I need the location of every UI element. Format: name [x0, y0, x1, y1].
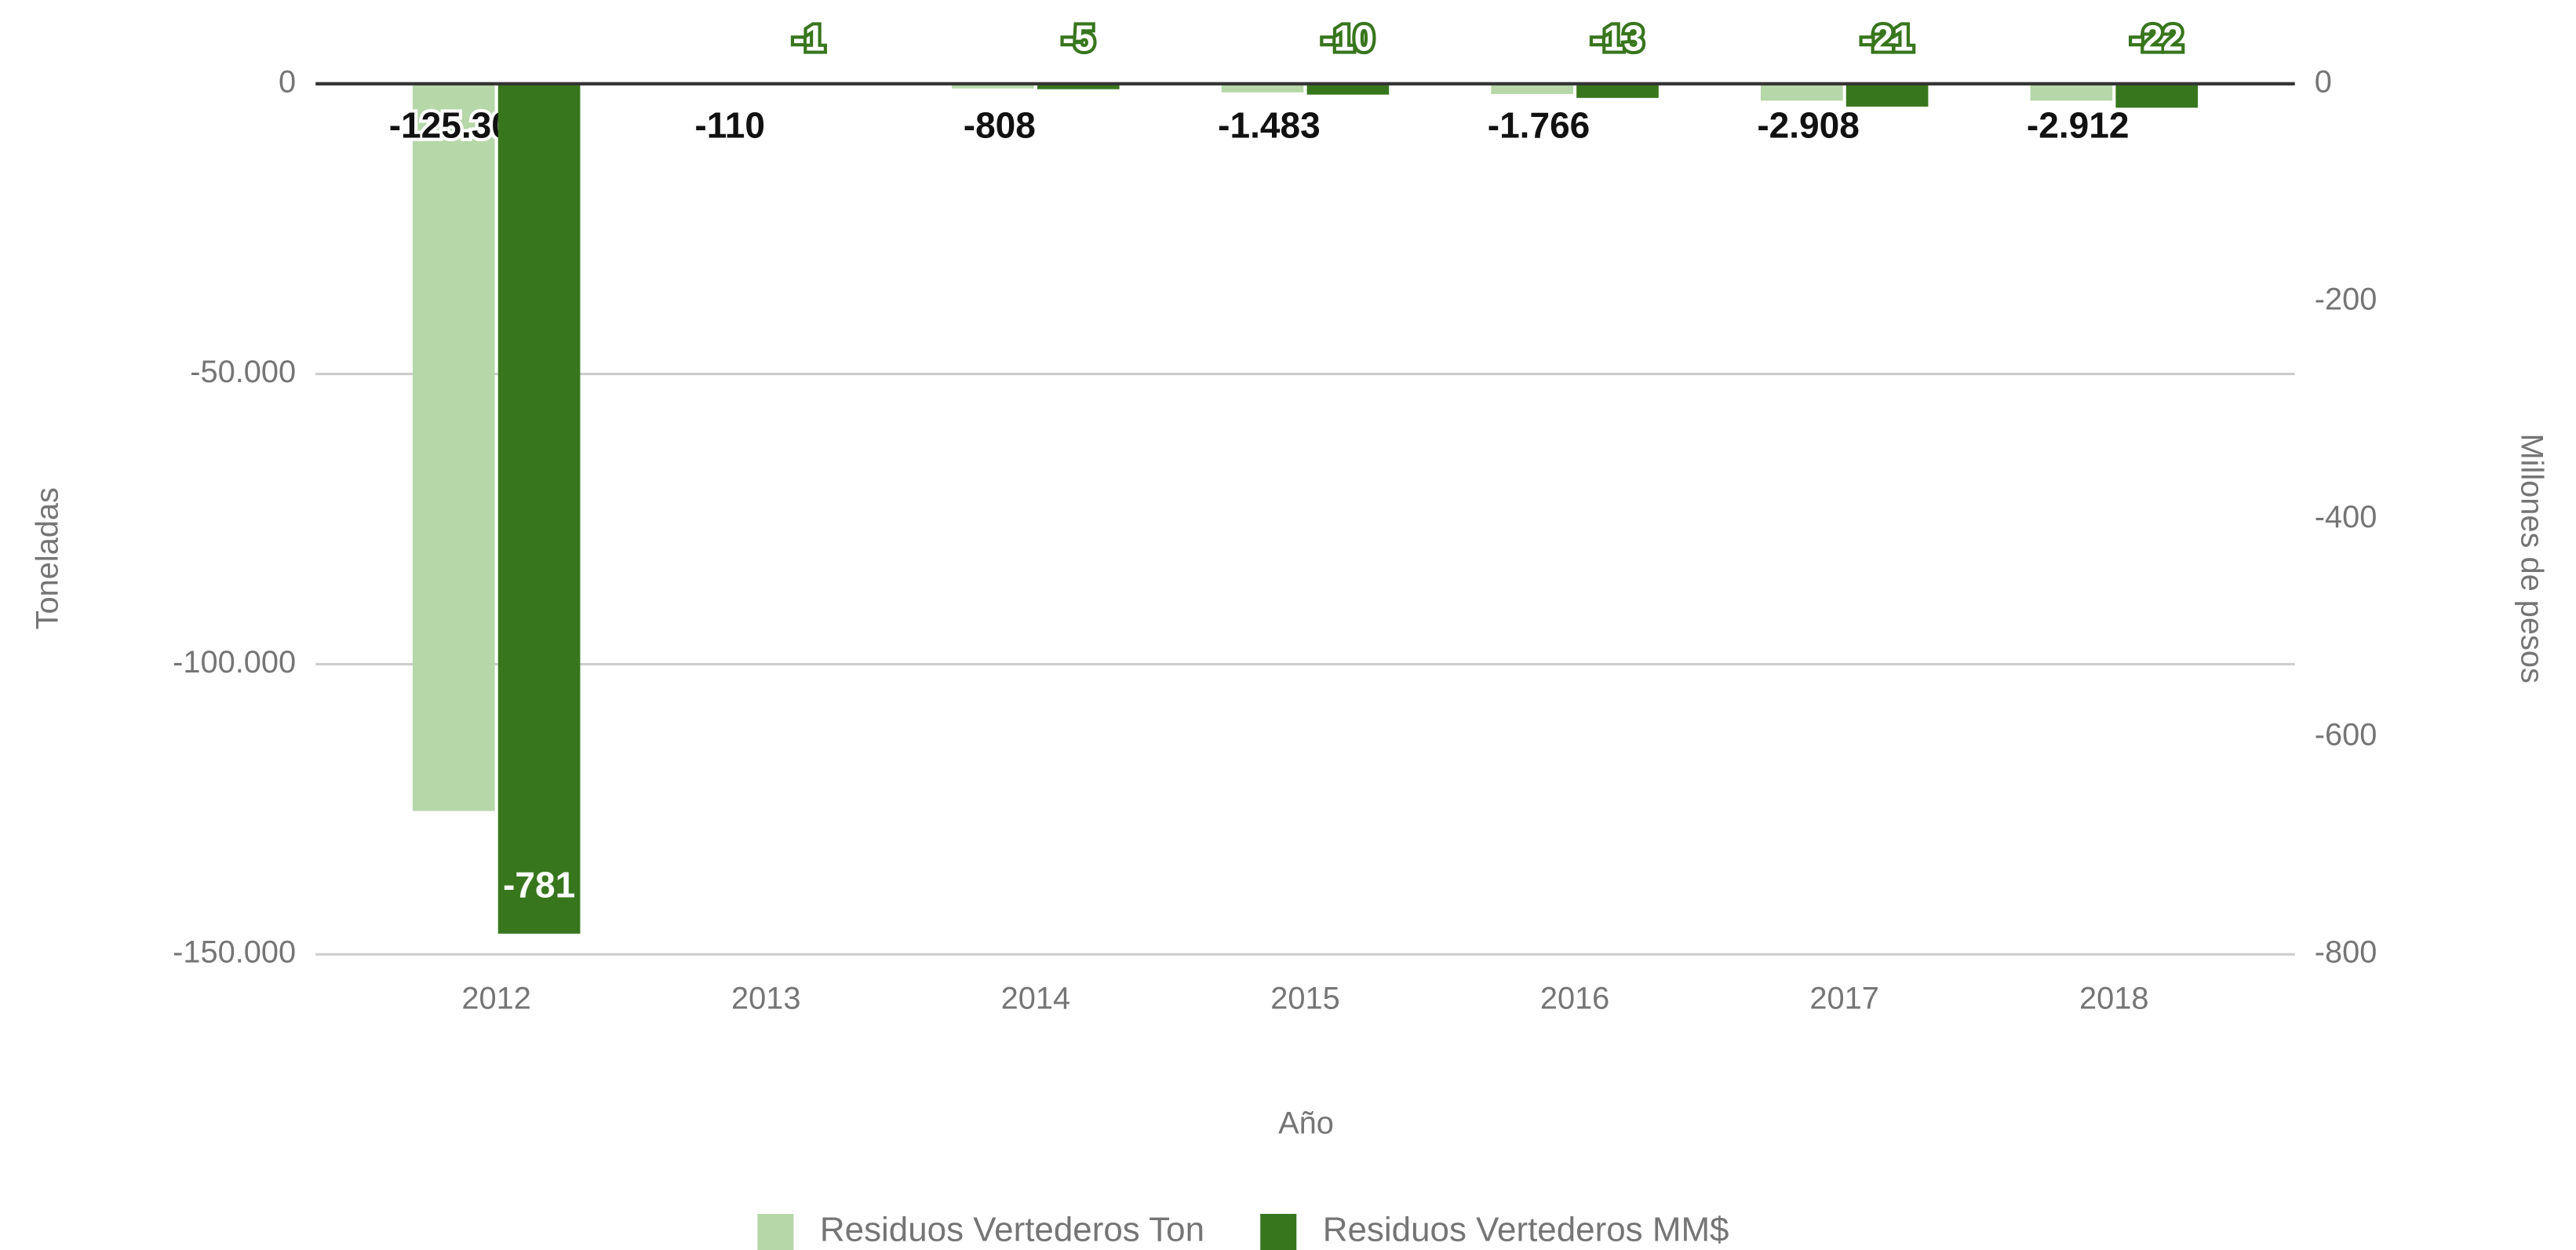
bar [1845, 83, 1929, 107]
data-label: -110 [694, 104, 765, 145]
y2-tick-label: -600 [2315, 717, 2377, 752]
bar [1037, 83, 1120, 89]
bar [1221, 83, 1304, 93]
data-label: -5 [1062, 18, 1095, 59]
data-label: -1.483 [1218, 104, 1321, 145]
legend-swatch [757, 1213, 794, 1250]
data-label: -22 [2130, 18, 2183, 59]
data-label: -13 [1591, 18, 1644, 59]
data-label: -1.766 [1488, 104, 1590, 145]
x-axis-title: Año [1278, 1106, 1334, 1140]
bar [497, 83, 581, 934]
y-tick-label: 0 [279, 64, 296, 99]
x-tick-label: 2017 [1809, 981, 1878, 1015]
x-tick-label: 2014 [1001, 981, 1070, 1015]
legend-label: Residuos Vertederos Ton [820, 1211, 1204, 1249]
legend-swatch [1260, 1213, 1297, 1250]
y-axis-title: Toneladas [31, 487, 65, 629]
bar [1576, 83, 1659, 98]
y-tick-label: -100.000 [173, 645, 296, 680]
y2-tick-label: -400 [2315, 500, 2377, 534]
bar [412, 83, 495, 811]
data-label: -2.912 [2027, 104, 2130, 145]
data-label: -10 [1322, 18, 1375, 59]
data-label: -781 [503, 864, 575, 905]
data-label: -2.908 [1757, 104, 1860, 145]
x-tick-label: 2018 [2079, 981, 2148, 1015]
bar [952, 83, 1034, 89]
x-tick-label: 2012 [461, 981, 530, 1015]
y-tick-label: -150.000 [173, 935, 296, 970]
bar [2115, 83, 2199, 108]
bar [1760, 83, 1843, 101]
x-tick-label: 2015 [1270, 981, 1339, 1015]
bar [2030, 83, 2113, 101]
y2-tick-label: 0 [2315, 64, 2332, 99]
y-tick-label: -50.000 [190, 355, 296, 389]
y2-axis-title: Millones de pesos [2515, 434, 2549, 683]
y2-tick-label: -800 [2315, 935, 2377, 970]
y2-tick-label: -200 [2315, 282, 2377, 317]
data-label: -1 [792, 18, 825, 59]
bar [1306, 83, 1390, 95]
x-tick-label: 2016 [1540, 981, 1609, 1015]
data-label: -808 [964, 104, 1036, 145]
data-label: -21 [1861, 18, 1914, 59]
x-tick-label: 2013 [731, 981, 800, 1015]
legend-label: Residuos Vertederos MM$ [1323, 1211, 1729, 1249]
bar [1491, 83, 1573, 94]
